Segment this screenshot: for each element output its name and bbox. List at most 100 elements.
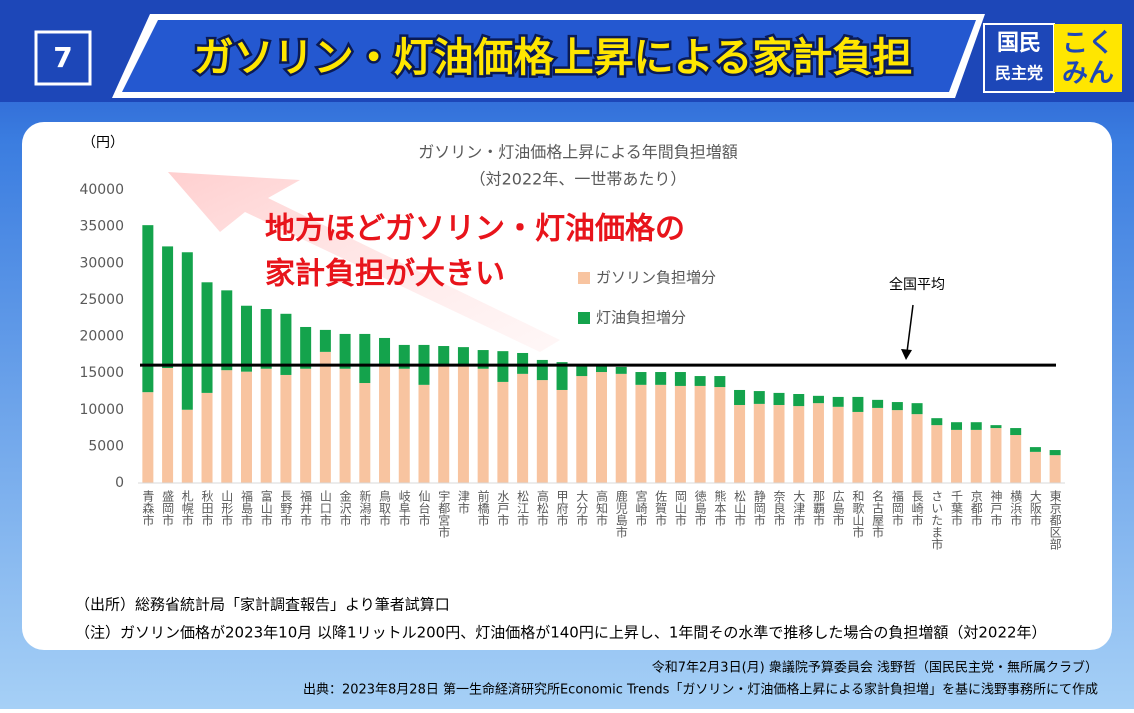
- bar-segment: [596, 372, 607, 483]
- bar-segment: [319, 351, 331, 483]
- x-tick-label: 名古屋市: [871, 489, 885, 538]
- x-tick-label: 神戸市: [989, 490, 1003, 526]
- bar-segment: [615, 366, 627, 374]
- y-tick-label: 0: [115, 475, 124, 491]
- x-tick-label: 高知市: [595, 489, 609, 526]
- annotation: 家計負担が大きい: [265, 257, 505, 292]
- bar-segment: [438, 346, 450, 366]
- reference-arrow: [906, 304, 914, 353]
- x-tick-label: 鹿児島市: [614, 489, 628, 538]
- bar-segment: [240, 371, 252, 483]
- bar-segment: [536, 380, 548, 483]
- slide-title: ガソリン・灯油価格上昇による家計負担: [194, 35, 913, 81]
- decor-arrow: [168, 172, 560, 352]
- bar-segment: [655, 372, 667, 385]
- x-tick-label: 京都市: [969, 490, 983, 526]
- bar-segment: [596, 365, 607, 373]
- bar-segment: [911, 414, 923, 483]
- bar-segment: [221, 290, 233, 371]
- bar-segment: [339, 368, 351, 483]
- bar-segment: [1010, 435, 1022, 483]
- x-tick-label: 鳥取市: [378, 489, 392, 526]
- y-tick-label: 25000: [79, 292, 124, 308]
- footer: 出典：2023年8月28日 第一生命経済研究所Economic Trends「ガ…: [303, 682, 1098, 698]
- bar-segment: [951, 422, 963, 430]
- bar-segment: [694, 376, 706, 386]
- bar-segment: [142, 225, 154, 393]
- bar-segment: [418, 384, 430, 483]
- x-tick-label: 岡山市: [673, 490, 687, 526]
- title-panel: [122, 20, 976, 92]
- x-tick-label: 佐賀市: [654, 490, 668, 526]
- x-tick-label: さいたま市: [930, 490, 944, 550]
- y-tick-label: 35000: [79, 219, 124, 235]
- bar-segment: [457, 347, 469, 366]
- bar-segment: [497, 381, 509, 483]
- bar-segment: [1049, 450, 1061, 456]
- bar-segment: [221, 370, 233, 483]
- x-tick-label: 大津市: [792, 490, 806, 526]
- x-tick-label: 盛岡市: [161, 489, 175, 526]
- bar-segment: [832, 396, 844, 407]
- x-tick-label: 仙台市: [417, 490, 431, 526]
- y-axis-label: （円）: [82, 135, 124, 151]
- bar-segment: [872, 399, 884, 408]
- x-tick-label: 金沢市: [338, 489, 352, 526]
- bar-segment: [319, 329, 331, 352]
- bar-segment: [970, 429, 982, 483]
- x-tick-label: 松江市: [516, 490, 530, 526]
- bar-segment: [477, 368, 489, 483]
- x-tick-label: 福岡市: [890, 489, 904, 526]
- bar-segment: [832, 406, 844, 483]
- bar-segment: [694, 385, 706, 483]
- bar-segment: [773, 392, 785, 405]
- bar-segment: [753, 391, 765, 404]
- bar-segment: [734, 389, 746, 405]
- note: （出所）総務省統計局「家計調査報告」より筆者試算口: [75, 596, 450, 614]
- x-tick-label: 静岡市: [752, 490, 766, 526]
- bar-segment: [477, 350, 489, 369]
- logo-right: [1054, 24, 1122, 92]
- y-tick-label: 40000: [79, 182, 124, 198]
- bar-segment: [1010, 428, 1022, 436]
- x-tick-label: 長崎市: [910, 490, 924, 526]
- x-tick-label: 札幌市: [180, 490, 194, 526]
- bar-segment: [734, 404, 746, 483]
- x-tick-label: 宇都宮市: [437, 490, 451, 538]
- x-tick-label: 甲府市: [555, 490, 569, 526]
- y-tick-label: 5000: [88, 438, 124, 454]
- bar-segment: [931, 425, 943, 483]
- chart: ガソリン・灯油価格上昇による年間負担増額 （対2022年、一世帯あたり） （円） 0 5…: [79, 135, 1065, 550]
- x-tick-label: 津市: [456, 490, 470, 514]
- legend-swatch: [578, 272, 590, 284]
- bar-segment: [162, 246, 174, 368]
- bar-segment: [379, 365, 391, 483]
- x-tick-label: 水戸市: [496, 490, 510, 526]
- x-tick-label: 宮崎市: [634, 489, 648, 526]
- bar-segment: [990, 425, 1002, 429]
- bar-segment: [793, 406, 805, 483]
- bar-segment: [931, 418, 943, 426]
- y-tick-label: 20000: [79, 329, 124, 345]
- legend-label: 灯油負担増分: [596, 309, 686, 327]
- x-tick-label: 新潟市: [358, 489, 372, 526]
- bar-segment: [911, 403, 923, 415]
- bar-segment: [891, 410, 903, 483]
- bar-segment: [970, 422, 982, 430]
- bar-segment: [359, 383, 371, 483]
- legend-swatch: [578, 312, 590, 324]
- bar-segment: [852, 411, 864, 483]
- x-tick-label: 岐阜市: [397, 490, 411, 526]
- bar-segment: [576, 365, 588, 377]
- logo-left: [983, 23, 1055, 93]
- logo-text: 民主党: [995, 64, 1043, 83]
- x-tick-label: 高松市: [535, 489, 549, 526]
- bar-segment: [674, 385, 686, 483]
- y-tick-label: 30000: [79, 255, 124, 271]
- slide-number: 7: [53, 41, 72, 74]
- bar-segment: [753, 403, 765, 483]
- bar-segment: [201, 392, 213, 483]
- bar-segment: [260, 309, 272, 369]
